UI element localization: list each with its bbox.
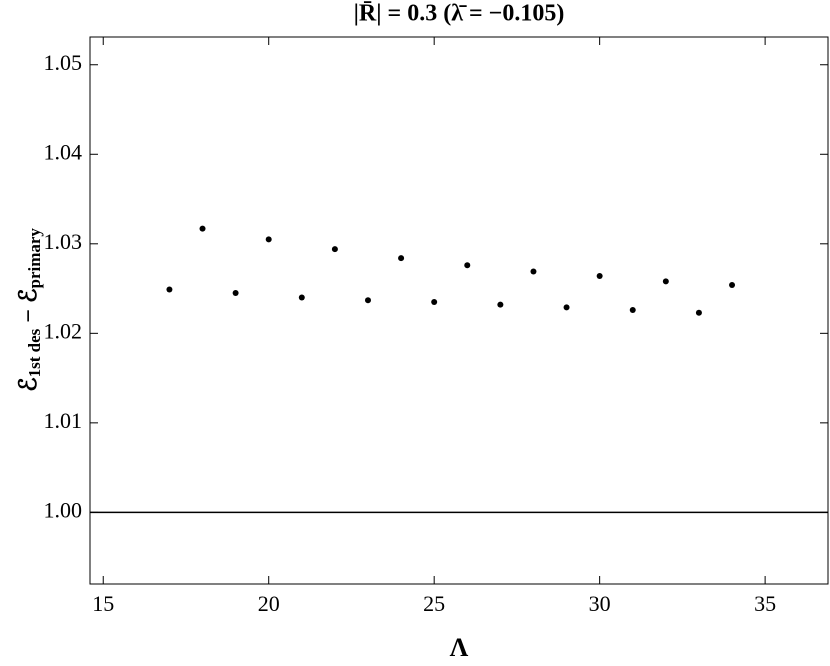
point [497, 301, 504, 308]
point [265, 236, 272, 243]
point [530, 268, 537, 275]
chart-title: |R̄| = 0.3 (λ̄ = −0.105) [354, 1, 565, 27]
point [464, 262, 471, 269]
x-tick-label: 30 [589, 591, 611, 616]
point [596, 273, 603, 280]
y-tick-label: 1.02 [44, 318, 83, 343]
point [563, 304, 570, 311]
point [232, 290, 239, 297]
x-tick-label: 25 [423, 591, 445, 616]
point [331, 246, 338, 253]
point [662, 278, 669, 285]
point [166, 286, 173, 293]
x-tick-label: 35 [754, 591, 776, 616]
y-label-sub: 1st des [25, 328, 44, 377]
y-label-part: ℰ [16, 377, 42, 392]
x-tick-label: 20 [258, 591, 280, 616]
point [629, 307, 636, 314]
y-tick-label: 1.00 [44, 497, 83, 522]
point [398, 255, 405, 262]
x-axis-label: Λ [450, 633, 469, 662]
point [298, 294, 305, 301]
point [695, 309, 702, 316]
y-label-sub: primary [25, 228, 44, 289]
y-tick-label: 1.04 [44, 139, 83, 164]
y-axis-label: ℰ1st des − ℰprimary [16, 228, 44, 392]
y-label-part: − ℰ [16, 288, 42, 329]
plot-frame [89, 36, 829, 585]
point [364, 297, 371, 304]
y-tick-label: 1.03 [44, 229, 83, 254]
point [431, 298, 438, 305]
y-tick-label: 1.05 [44, 50, 83, 75]
point [199, 225, 206, 232]
x-tick-label: 15 [92, 591, 114, 616]
y-tick-label: 1.01 [44, 408, 83, 433]
point [729, 281, 736, 288]
